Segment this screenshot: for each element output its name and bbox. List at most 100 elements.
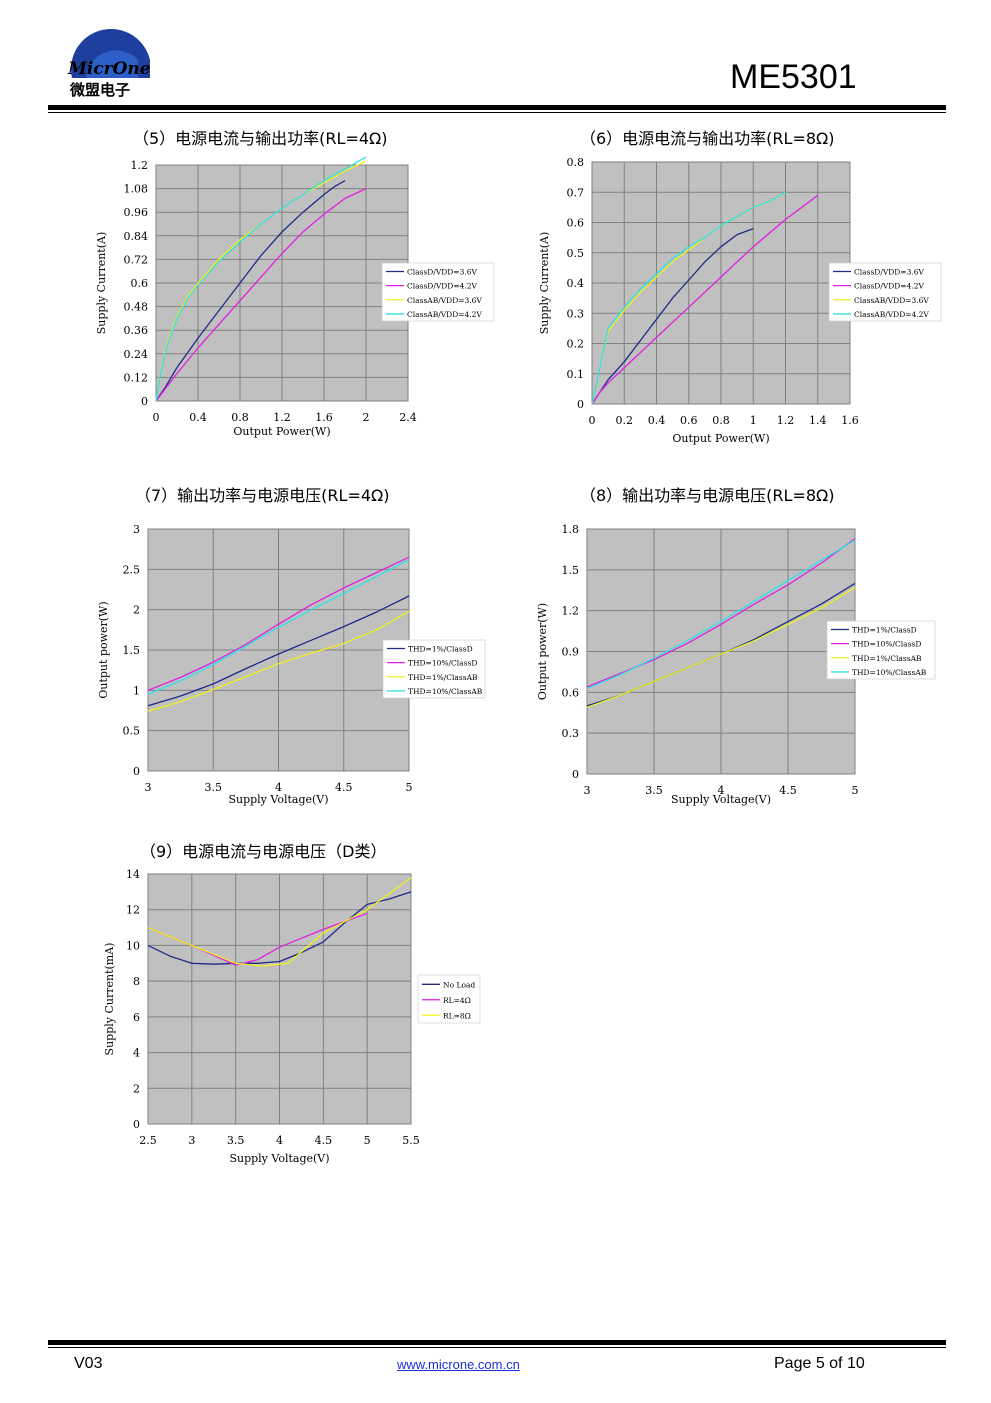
x-tick-label: 1.6 bbox=[841, 414, 859, 427]
y-tick-label: 0.5 bbox=[123, 725, 141, 738]
legend-entry: ClassD/VDD=3.6V bbox=[407, 267, 478, 276]
part-number: ME5301 bbox=[730, 58, 857, 96]
chart6-supply-current-vs-output-power-8ohm: 0 0.1 0.2 0.3 0.4 0.5 0.6 0.7 0.8 0 0.2 0.4 0.6 0.8 1 1… bbox=[538, 156, 942, 445]
y-tick-label: 1.2 bbox=[562, 605, 580, 618]
legend-entry: RL=4Ω bbox=[443, 996, 471, 1005]
series-line bbox=[147, 891, 412, 965]
x-tick-label: 1.6 bbox=[315, 411, 333, 424]
x-tick-label: 3.5 bbox=[205, 781, 223, 794]
y-tick-label: 0.1 bbox=[567, 368, 585, 381]
legend-entry: THD=1%/ClassAB bbox=[852, 654, 922, 663]
y-tick-label: 0.2 bbox=[567, 338, 585, 351]
x-tick-label: 5 bbox=[364, 1134, 371, 1147]
series-line bbox=[586, 586, 856, 708]
legend-entry: ClassD/VDD=3.6V bbox=[854, 267, 925, 276]
logo-text: MicrOne bbox=[67, 59, 151, 79]
legend-entry: No Load bbox=[443, 980, 475, 989]
y-tick-label: 0.12 bbox=[124, 371, 149, 384]
x-tick-label: 0.8 bbox=[712, 414, 730, 427]
x-tick-label: 0 bbox=[589, 414, 596, 427]
y-tick-label: 3 bbox=[133, 523, 140, 536]
y-axis-label: Output power(W) bbox=[97, 601, 110, 698]
chart-legend: ClassD/VDD=3.6V ClassD/VDD=4.2V ClassAB/VD… bbox=[828, 262, 942, 322]
legend-entry: THD=10%/ClassAB bbox=[408, 687, 483, 696]
y-tick-label: 10 bbox=[126, 939, 140, 952]
x-tick-label: 0.4 bbox=[648, 414, 666, 427]
y-tick-label: 2 bbox=[133, 604, 140, 617]
x-tick-label: 1.2 bbox=[777, 414, 795, 427]
y-axis-label: Supply Current(A) bbox=[538, 232, 551, 335]
legend-entry: THD=1%/ClassAB bbox=[408, 673, 478, 682]
x-tick-label: 0.4 bbox=[189, 411, 207, 424]
y-tick-label: 0 bbox=[577, 398, 584, 411]
chart7-output-power-vs-supply-voltage-4ohm: 0 0.5 1 1.5 2 2.5 3 3 3.5 4 4.5 5 Supply Voltage(V) O… bbox=[97, 523, 486, 806]
chart5-supply-current-vs-output-power-4ohm: 0 0.12 0.24 0.36 0.48 0.6 0.72 0.84 0.96 1.08 1.2 0… bbox=[95, 156, 495, 438]
x-axis-label: Output Power(W) bbox=[233, 425, 330, 438]
series-line bbox=[591, 194, 819, 405]
x-tick-label: 3 bbox=[145, 781, 152, 794]
chart6-title: （6）电源电流与输出功率(RL=8Ω) bbox=[580, 129, 835, 148]
legend-entry: ClassD/VDD=4.2V bbox=[407, 282, 478, 291]
x-tick-label: 1.4 bbox=[809, 414, 827, 427]
series-line bbox=[147, 595, 410, 707]
x-tick-label: 3.5 bbox=[645, 784, 663, 797]
y-tick-label: 0.72 bbox=[124, 253, 149, 266]
legend-entry: ClassD/VDD=4.2V bbox=[854, 282, 925, 291]
x-tick-label: 0.2 bbox=[616, 414, 634, 427]
y-tick-label: 0.7 bbox=[567, 186, 585, 199]
legend-entry: THD=10%/ClassD bbox=[408, 659, 477, 668]
y-tick-label: 0.6 bbox=[131, 277, 149, 290]
x-tick-label: 3.5 bbox=[227, 1134, 245, 1147]
x-tick-label: 1 bbox=[750, 414, 757, 427]
legend-entry: ClassAB/VDD=3.6V bbox=[854, 296, 929, 305]
chart8-output-power-vs-supply-voltage-8ohm: 0 0.3 0.6 0.9 1.2 1.5 1.8 3 3.5 4 4.5 5 Supply Volta… bbox=[536, 523, 936, 806]
y-tick-label: 1.08 bbox=[124, 183, 149, 196]
x-tick-label: 2 bbox=[363, 411, 370, 424]
y-tick-label: 1.8 bbox=[562, 523, 580, 536]
y-tick-label: 4 bbox=[133, 1047, 140, 1060]
y-tick-label: 0.6 bbox=[567, 217, 585, 230]
y-tick-label: 0.5 bbox=[567, 247, 585, 260]
legend-entry: THD=1%/ClassD bbox=[408, 644, 473, 653]
chart9-title: （9）电源电流与电源电压（D类） bbox=[140, 842, 387, 861]
x-tick-label: 4 bbox=[718, 784, 725, 797]
series-line bbox=[147, 610, 410, 712]
x-tick-label: 5 bbox=[852, 784, 859, 797]
x-tick-label: 5.5 bbox=[402, 1134, 420, 1147]
microne-logo: MicrOne 微盟电子 bbox=[66, 20, 156, 100]
x-tick-label: 3 bbox=[188, 1134, 195, 1147]
x-tick-label: 0.8 bbox=[231, 411, 249, 424]
x-tick-label: 4 bbox=[276, 1134, 283, 1147]
x-tick-label: 0.6 bbox=[680, 414, 698, 427]
x-tick-label: 1.2 bbox=[273, 411, 291, 424]
y-tick-label: 0 bbox=[133, 1118, 140, 1131]
x-axis-label: Supply Voltage(V) bbox=[228, 793, 328, 806]
x-axis-label: Supply Voltage(V) bbox=[671, 793, 771, 806]
y-tick-label: 1 bbox=[133, 684, 140, 697]
footer-rule-thin bbox=[48, 1347, 946, 1348]
footer-url-link[interactable]: www.microne.com.cn bbox=[397, 1357, 520, 1372]
legend-entry: ClassAB/VDD=3.6V bbox=[407, 296, 482, 305]
chart-legend: No Load RL=4Ω RL=8Ω bbox=[417, 974, 481, 1024]
y-tick-label: 0.9 bbox=[562, 646, 580, 659]
y-axis-label: Supply Current(mA) bbox=[103, 943, 116, 1056]
legend-entry: THD=10%/ClassAB bbox=[852, 668, 927, 677]
y-tick-label: 0.4 bbox=[567, 277, 585, 290]
series-line bbox=[155, 180, 346, 402]
chart8-title: （8）输出功率与电源电压(RL=8Ω) bbox=[580, 486, 835, 505]
y-tick-label: 2.5 bbox=[123, 563, 141, 576]
chart-legend: THD=1%/ClassD THD=10%/ClassD THD=1%/ClassA… bbox=[382, 639, 486, 699]
y-tick-label: 0.36 bbox=[124, 324, 149, 337]
y-tick-label: 6 bbox=[133, 1011, 140, 1024]
chart-legend: ClassD/VDD=3.6V ClassD/VDD=4.2V ClassAB/VD… bbox=[381, 262, 495, 322]
y-tick-label: 0.24 bbox=[124, 348, 149, 361]
x-tick-label: 2.4 bbox=[399, 411, 417, 424]
legend-entry: THD=10%/ClassD bbox=[852, 640, 921, 649]
series-line bbox=[155, 188, 367, 402]
y-axis-label: Supply Current(A) bbox=[95, 232, 108, 335]
legend-entry: THD=1%/ClassD bbox=[852, 625, 917, 634]
legend-entry: RL=8Ω bbox=[443, 1011, 471, 1020]
chart-legend: THD=1%/ClassD THD=10%/ClassD THD=1%/ClassA… bbox=[826, 620, 936, 680]
y-tick-label: 0 bbox=[572, 768, 579, 781]
x-tick-label: 3 bbox=[584, 784, 591, 797]
